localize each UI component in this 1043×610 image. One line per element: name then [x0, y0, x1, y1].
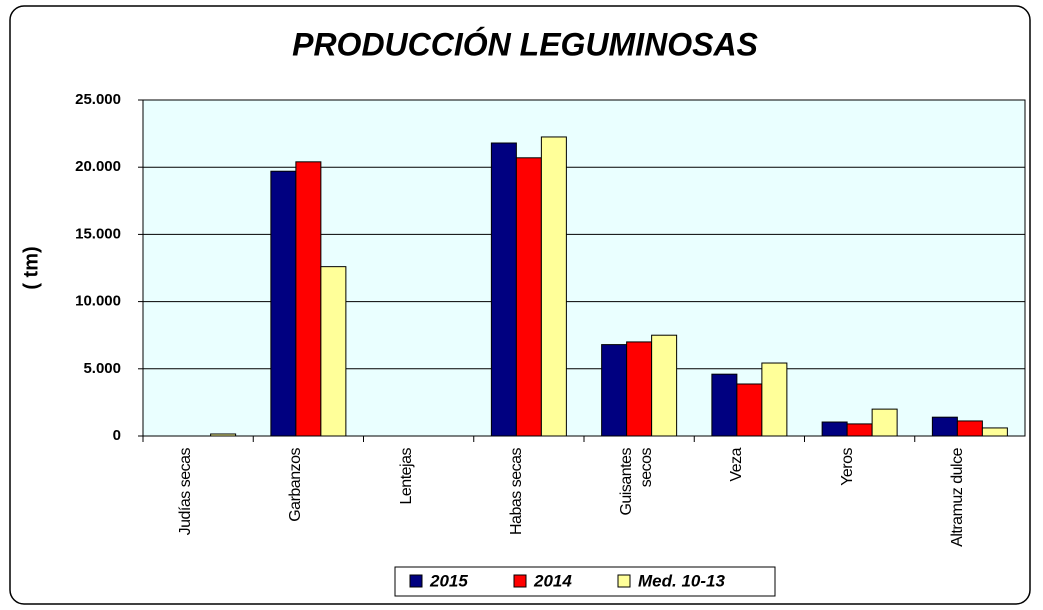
bar: [981, 427, 1008, 437]
y-tick-label: 15.000: [75, 225, 121, 242]
legend-label: 2014: [533, 571, 572, 590]
y-tick-label: 5.000: [83, 360, 121, 377]
bar: [295, 161, 322, 437]
y-axis-label: ( tm): [20, 246, 42, 289]
legend-label: 2015: [429, 571, 468, 590]
bar: [210, 433, 237, 437]
legend-label: Med. 10-13: [638, 571, 725, 590]
y-tick-label: 25.000: [75, 91, 121, 108]
x-tick-label: Altramuz dulce: [948, 448, 966, 547]
bar: [490, 142, 517, 437]
x-tick-label: Guisantes secos: [618, 448, 656, 516]
bar: [270, 170, 297, 437]
bar: [821, 421, 848, 437]
bar: [320, 266, 347, 437]
x-tick-label: Yeros: [838, 448, 856, 486]
x-tick-label: Garbanzos: [287, 448, 305, 522]
legend-swatch: [617, 574, 631, 588]
legend-box: [394, 566, 776, 597]
bar: [515, 157, 542, 437]
bar: [931, 416, 958, 437]
bar: [601, 344, 628, 437]
bar: [711, 373, 738, 437]
y-tick-label: 0: [113, 427, 121, 444]
chart-title: PRODUCCIÓN LEGUMINOSAS: [292, 26, 758, 62]
bar: [761, 362, 788, 437]
bar: [846, 423, 873, 437]
x-tick-label: Habas secas: [507, 448, 525, 535]
legend-swatch: [409, 574, 423, 588]
x-tick-label: Lentejas: [397, 448, 415, 505]
bar: [626, 341, 653, 437]
bar: [871, 408, 898, 437]
legend-swatch: [513, 574, 527, 588]
bar: [736, 383, 763, 437]
x-tick-label: Judías secas: [177, 448, 195, 536]
y-tick-label: 10.000: [75, 293, 121, 310]
x-tick-label: Veza: [728, 448, 746, 482]
bar: [651, 334, 678, 437]
bar: [540, 136, 567, 437]
bar: [956, 420, 983, 437]
y-tick-label: 20.000: [75, 158, 121, 175]
